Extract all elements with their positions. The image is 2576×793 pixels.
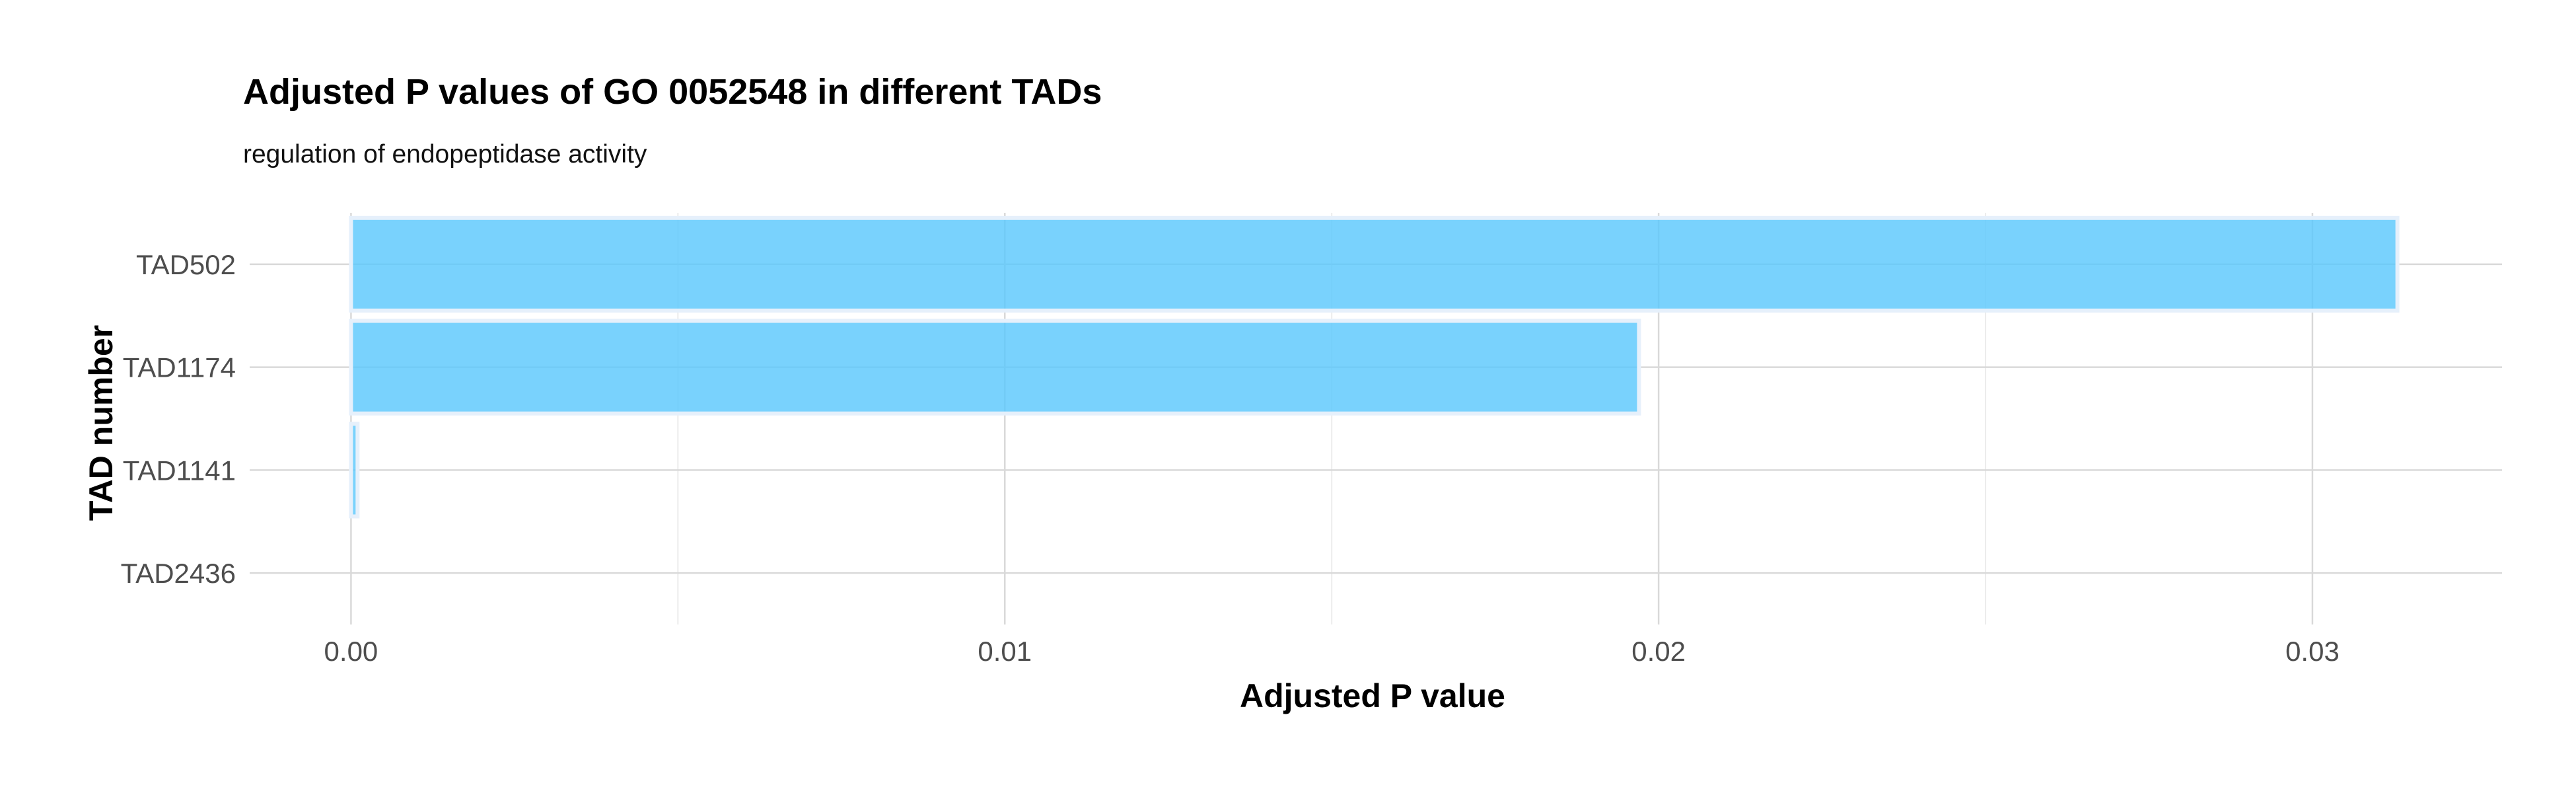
y-tick-label: TAD502 <box>136 249 236 280</box>
y-tick-label: TAD2436 <box>121 558 236 589</box>
bars <box>349 215 2400 519</box>
y-axis-title: TAD number <box>83 325 120 521</box>
bar <box>349 319 1641 416</box>
x-tick-label: 0.03 <box>2285 636 2340 667</box>
x-tick-label: 0.00 <box>324 636 378 667</box>
bar <box>349 215 2400 313</box>
x-axis-title: Adjusted P value <box>1240 677 1505 714</box>
y-tick-label: TAD1141 <box>123 455 236 486</box>
chart-subtitle: regulation of endopeptidase activity <box>243 140 647 169</box>
y-tick-label: TAD1174 <box>123 352 236 383</box>
x-tick-label: 0.01 <box>978 636 1032 667</box>
x-tick-label: 0.02 <box>1631 636 1686 667</box>
y-tick-labels: TAD502 TAD1174 TAD1141 TAD2436 <box>121 249 236 589</box>
bar <box>349 422 360 519</box>
chart-title: Adjusted P values of GO 0052548 in diffe… <box>243 72 1102 112</box>
x-tick-labels: 0.00 0.01 0.02 0.03 <box>324 636 2340 667</box>
